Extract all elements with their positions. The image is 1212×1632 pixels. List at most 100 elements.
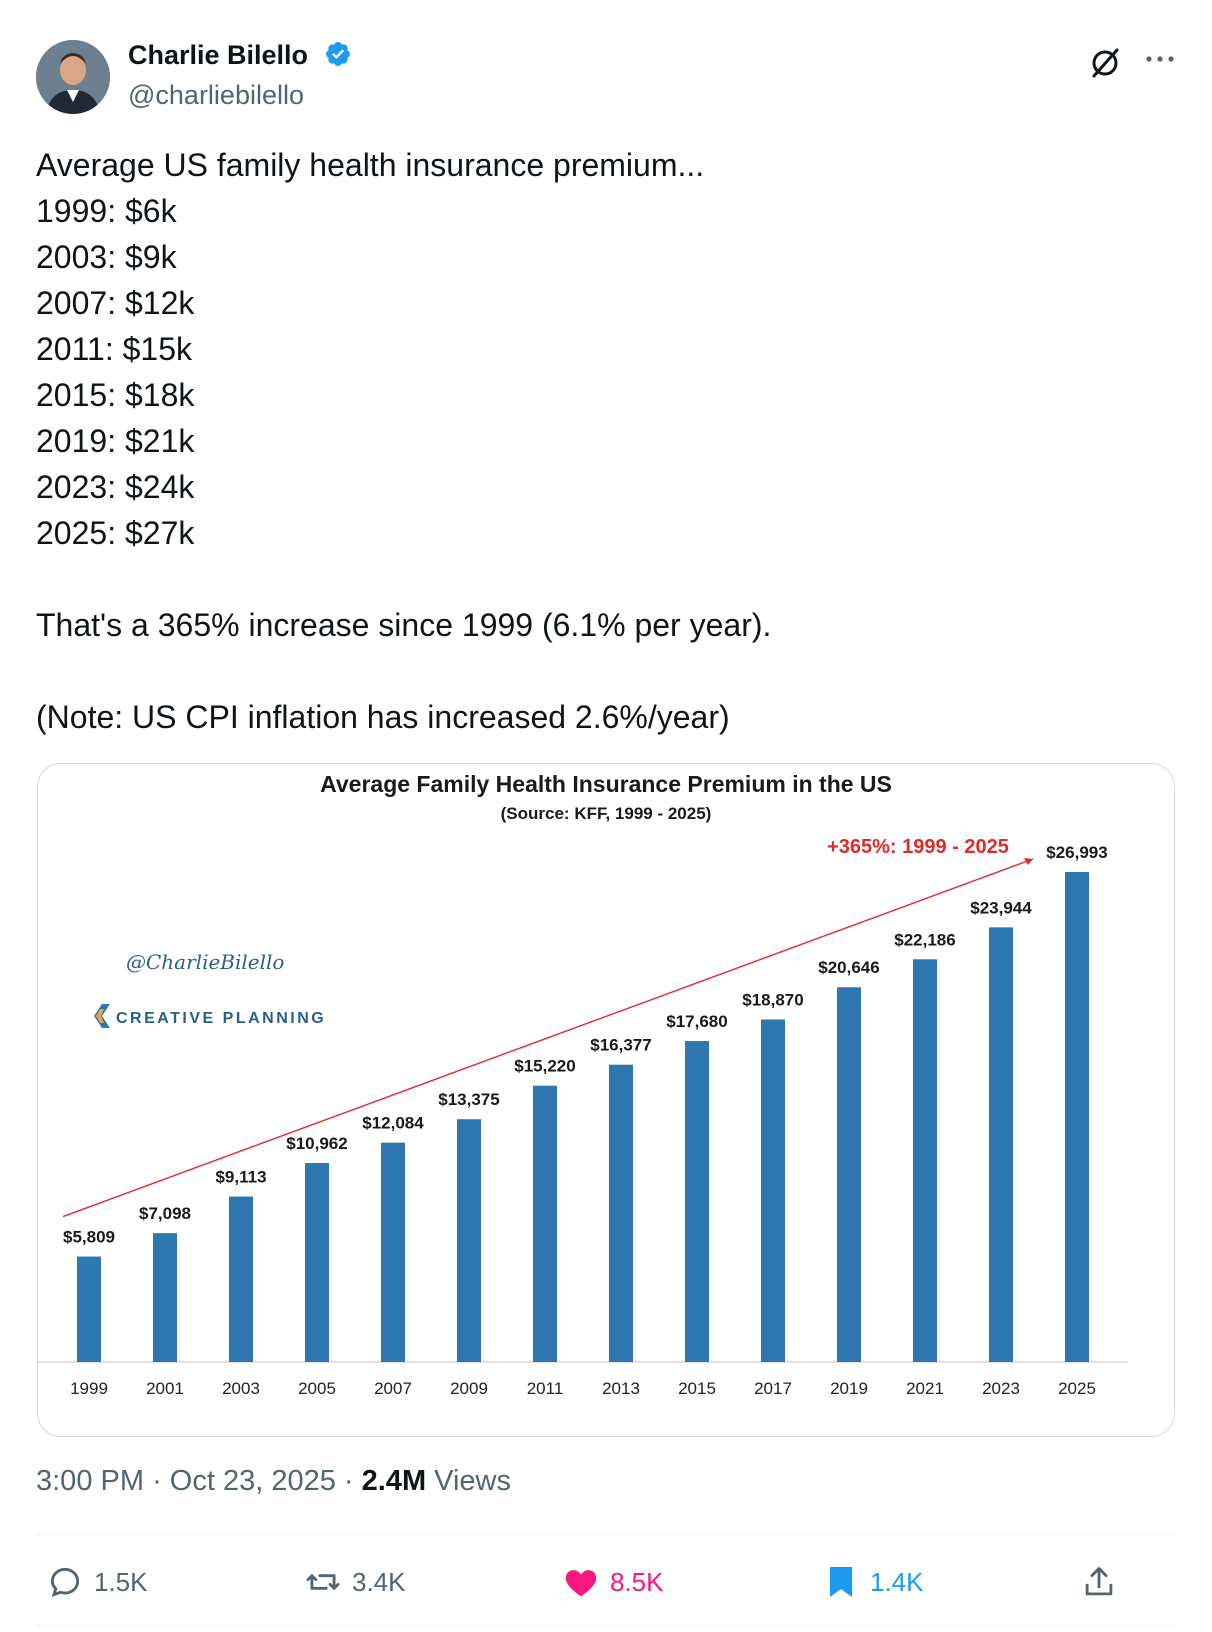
trend-group xyxy=(62,858,1034,1218)
chart-subtitle: (Source: KFF, 1999 - 2025) xyxy=(501,804,712,823)
tweet-line: 2015: $18k xyxy=(36,377,195,413)
value-label-2019: $20,646 xyxy=(818,958,879,977)
tweet-text: Average US family health insurance premi… xyxy=(36,142,1166,740)
value-label-2011: $15,220 xyxy=(514,1057,575,1076)
divider xyxy=(36,1625,1176,1626)
x-tick-2017: 2017 xyxy=(754,1379,792,1398)
tweet-note: (Note: US CPI inflation has increased 2.… xyxy=(36,699,730,735)
tweet-line: Average US family health insurance premi… xyxy=(36,147,705,183)
trend-line xyxy=(62,858,1034,1218)
x-tick-2007: 2007 xyxy=(374,1379,412,1398)
author-name[interactable]: Charlie Bilello xyxy=(128,40,352,71)
reply-bubble-icon xyxy=(50,1567,80,1598)
bar-2001 xyxy=(153,1233,177,1362)
tweet-line: 2003: $9k xyxy=(36,239,177,275)
bar-2009 xyxy=(457,1119,481,1362)
trend-annotation: +365%: 1999 - 2025 xyxy=(827,836,1009,858)
value-label-2009: $13,375 xyxy=(438,1090,499,1109)
tweet-line: 2011: $15k xyxy=(36,331,192,367)
x-tick-2021: 2021 xyxy=(906,1379,944,1398)
reply-button[interactable]: 1.5K xyxy=(46,1562,148,1602)
more-dots-icon xyxy=(1146,56,1174,62)
value-label-2021: $22,186 xyxy=(894,930,955,949)
share-upload-icon xyxy=(1085,1567,1113,1596)
tweet-time[interactable]: 3:00 PM xyxy=(36,1465,144,1497)
retweet-arrows-icon xyxy=(306,1574,340,1590)
tweet-line: 2019: $21k xyxy=(36,423,195,459)
bar-2019 xyxy=(837,987,861,1362)
author-name-text[interactable]: Charlie Bilello xyxy=(128,40,309,70)
views-label: Views xyxy=(434,1465,512,1497)
views-count: 2.4M xyxy=(361,1465,427,1497)
grok-button[interactable] xyxy=(1085,42,1125,82)
meta-separator: · xyxy=(343,1465,362,1497)
tweet-line: 1999: $6k xyxy=(36,193,177,229)
creative-planning-logo-icon xyxy=(94,1004,110,1028)
value-label-1999: $5,809 xyxy=(63,1228,115,1247)
value-label-2005: $10,962 xyxy=(286,1134,347,1153)
bar-2003 xyxy=(229,1196,253,1362)
bar-2023 xyxy=(989,927,1013,1362)
tweet-line: 2007: $12k xyxy=(36,285,195,321)
bars-group: $5,809 1999 $7,098 2001 $9,113 2003 $10,962 200… xyxy=(63,843,1108,1398)
x-tick-2019: 2019 xyxy=(830,1379,868,1398)
bookmark-icon xyxy=(829,1566,853,1598)
value-label-2025: $26,993 xyxy=(1046,843,1107,862)
value-label-2013: $16,377 xyxy=(590,1036,651,1055)
divider xyxy=(36,1534,1176,1535)
bar-2007 xyxy=(381,1142,405,1362)
bar-2011 xyxy=(533,1085,557,1362)
x-tick-2025: 2025 xyxy=(1058,1379,1096,1398)
bar-2005 xyxy=(305,1163,329,1362)
watermark-brand: CREATIVE PLANNING xyxy=(116,1010,326,1027)
x-tick-2001: 2001 xyxy=(146,1379,184,1398)
value-label-2001: $7,098 xyxy=(139,1204,191,1223)
avatar-portrait-icon xyxy=(36,40,110,114)
x-tick-2023: 2023 xyxy=(982,1379,1020,1398)
avatar[interactable] xyxy=(36,40,110,114)
value-label-2017: $18,870 xyxy=(742,990,803,1009)
grok-slash-circle-icon xyxy=(1092,48,1119,78)
trend-arrowhead xyxy=(1024,858,1033,865)
retweet-count: 3.4K xyxy=(352,1567,406,1597)
bar-2021 xyxy=(913,959,937,1362)
x-tick-2009: 2009 xyxy=(450,1379,488,1398)
tweet-date[interactable]: Oct 23, 2025 xyxy=(169,1465,336,1497)
bar-1999 xyxy=(77,1256,101,1362)
more-options-button[interactable] xyxy=(1140,42,1180,82)
x-tick-2013: 2013 xyxy=(602,1379,640,1398)
value-label-2007: $12,084 xyxy=(362,1114,424,1133)
author-handle[interactable]: @charliebilello xyxy=(128,80,304,110)
value-label-2015: $17,680 xyxy=(666,1012,727,1031)
bookmark-button[interactable]: 1.4K xyxy=(822,1562,924,1602)
bar-2025 xyxy=(1065,872,1089,1362)
reply-count: 1.5K xyxy=(94,1567,148,1597)
share-button[interactable] xyxy=(1080,1562,1118,1602)
tweet-line: 2023: $24k xyxy=(36,469,195,505)
x-tick-2005: 2005 xyxy=(298,1379,336,1398)
tweet-line: 2025: $27k xyxy=(36,515,195,551)
tweet-meta: 3:00 PM · Oct 23, 2025 · 2.4M Views xyxy=(36,1465,511,1498)
bar-2017 xyxy=(761,1019,785,1362)
value-label-2023: $23,944 xyxy=(970,898,1032,917)
heart-icon xyxy=(565,1570,597,1597)
x-tick-2015: 2015 xyxy=(678,1379,716,1398)
x-tick-2003: 2003 xyxy=(222,1379,260,1398)
chart-image[interactable]: Average Family Health Insurance Premium … xyxy=(37,763,1175,1437)
bar-2013 xyxy=(609,1064,633,1362)
bar-2015 xyxy=(685,1041,709,1362)
x-tick-1999: 1999 xyxy=(70,1379,108,1398)
bar-chart: Average Family Health Insurance Premium … xyxy=(38,771,1128,1398)
like-count: 8.5K xyxy=(610,1567,664,1597)
bookmark-count: 1.4K xyxy=(870,1567,924,1597)
tweet-summary: That's a 365% increase since 1999 (6.1% … xyxy=(36,607,772,643)
x-tick-2011: 2011 xyxy=(527,1379,564,1398)
verified-badge-icon xyxy=(325,42,350,66)
meta-separator: · xyxy=(152,1465,170,1497)
value-label-2003: $9,113 xyxy=(215,1168,266,1187)
retweet-button[interactable]: 3.4K xyxy=(304,1562,406,1602)
like-button[interactable]: 8.5K xyxy=(562,1562,664,1602)
chart-title: Average Family Health Insurance Premium … xyxy=(320,771,892,797)
watermark-handle: @CharlieBilello xyxy=(126,950,284,974)
